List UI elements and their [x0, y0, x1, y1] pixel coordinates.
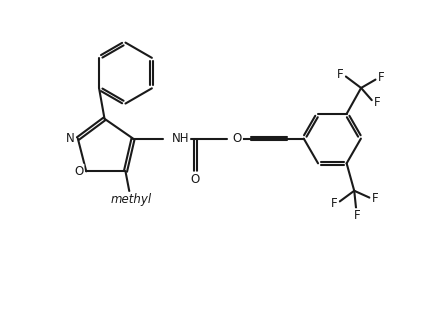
Text: methyl: methyl — [111, 193, 152, 206]
Text: F: F — [331, 197, 338, 210]
Text: F: F — [353, 210, 360, 222]
Text: F: F — [372, 192, 378, 205]
Text: F: F — [378, 71, 384, 84]
Text: O: O — [74, 165, 83, 178]
Text: N: N — [66, 132, 75, 145]
Text: F: F — [337, 68, 344, 81]
Text: NH: NH — [172, 132, 189, 145]
Text: O: O — [233, 132, 242, 145]
Text: F: F — [374, 95, 381, 109]
Text: O: O — [190, 173, 200, 186]
